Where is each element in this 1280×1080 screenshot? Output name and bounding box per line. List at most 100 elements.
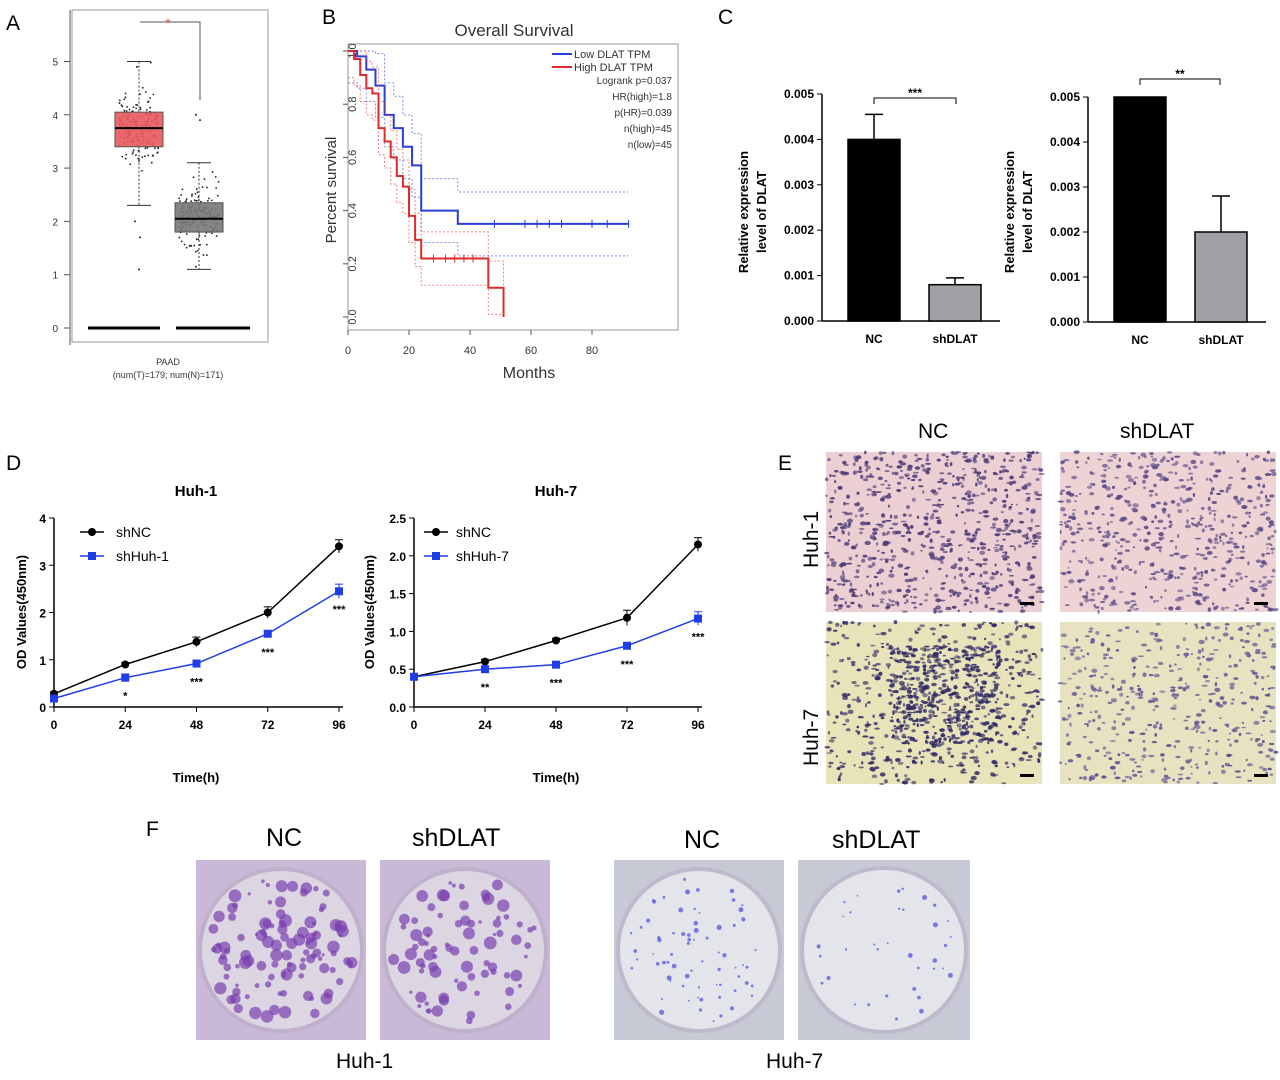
cell bbox=[905, 588, 911, 593]
cell bbox=[1168, 524, 1172, 529]
cell bbox=[979, 550, 986, 555]
cell bbox=[903, 486, 907, 490]
cell bbox=[983, 729, 988, 733]
data-point bbox=[198, 234, 201, 237]
outlier-point bbox=[195, 265, 197, 268]
data-point bbox=[150, 161, 153, 164]
cell bbox=[945, 465, 950, 467]
cell bbox=[999, 465, 1007, 468]
colony bbox=[286, 937, 298, 949]
cell bbox=[888, 598, 891, 602]
colony bbox=[917, 966, 920, 970]
colony bbox=[319, 963, 330, 974]
cell bbox=[940, 560, 944, 565]
cell bbox=[1265, 504, 1270, 506]
colony bbox=[712, 1020, 715, 1023]
colony bbox=[388, 954, 400, 965]
cell bbox=[1200, 506, 1205, 510]
cell bbox=[1270, 575, 1275, 578]
data-point bbox=[124, 96, 127, 99]
y-tick-label: 0.004 bbox=[784, 132, 814, 146]
cell bbox=[1035, 535, 1042, 540]
significance-star: *** bbox=[692, 632, 706, 644]
colony bbox=[264, 981, 272, 988]
cell bbox=[839, 574, 846, 580]
cell bbox=[1124, 540, 1131, 544]
colony bbox=[313, 885, 319, 892]
cell bbox=[884, 559, 889, 563]
cell bbox=[1097, 530, 1102, 534]
cell bbox=[1009, 574, 1014, 577]
cell bbox=[1115, 540, 1118, 543]
cell bbox=[1004, 523, 1009, 526]
colony bbox=[400, 923, 407, 930]
cell bbox=[1025, 507, 1029, 511]
cell bbox=[1143, 538, 1149, 543]
cell bbox=[1244, 535, 1248, 539]
colony bbox=[933, 903, 937, 907]
cell bbox=[951, 605, 957, 609]
cell bbox=[922, 576, 925, 580]
cell bbox=[974, 468, 977, 473]
cell bbox=[1259, 503, 1264, 508]
cell bbox=[1019, 458, 1023, 463]
cell bbox=[1144, 585, 1148, 589]
cell bbox=[927, 532, 932, 536]
y-tick-label: 0.6 bbox=[347, 150, 359, 165]
cell bbox=[1091, 592, 1095, 596]
cell bbox=[1185, 499, 1190, 503]
cell bbox=[1234, 579, 1239, 582]
cell bbox=[878, 523, 885, 528]
cell bbox=[980, 492, 986, 496]
cell bbox=[932, 607, 938, 610]
stat-logrank: Logrank p=0.037 bbox=[597, 76, 673, 87]
cell bbox=[963, 602, 967, 606]
cell bbox=[993, 546, 999, 549]
colony bbox=[321, 953, 325, 957]
c-left-sig: *** bbox=[908, 86, 922, 100]
cell bbox=[945, 461, 949, 466]
cell bbox=[867, 564, 873, 569]
cell bbox=[1261, 583, 1268, 587]
y-tick-label: 0.0 bbox=[389, 701, 406, 715]
y-tick-label: 0.000 bbox=[1050, 315, 1080, 329]
cell bbox=[1108, 578, 1114, 582]
cell bbox=[1027, 526, 1033, 530]
cell bbox=[1150, 455, 1154, 458]
cell bbox=[836, 583, 842, 586]
cell bbox=[877, 549, 880, 553]
cell bbox=[872, 485, 877, 489]
cell bbox=[1201, 528, 1205, 533]
cell bbox=[1089, 471, 1093, 474]
data-point bbox=[623, 613, 631, 622]
cell bbox=[1028, 584, 1035, 586]
cell bbox=[1132, 509, 1139, 513]
data-point bbox=[131, 110, 134, 113]
d-right-legend-sh: shHuh-7 bbox=[456, 548, 509, 564]
cell bbox=[941, 479, 944, 482]
cell bbox=[906, 505, 911, 510]
scale-bar bbox=[1020, 602, 1034, 605]
cell bbox=[1254, 476, 1261, 481]
colony bbox=[490, 968, 497, 975]
data-point bbox=[124, 92, 127, 95]
cell bbox=[1245, 601, 1250, 604]
cell bbox=[1179, 496, 1183, 502]
cell bbox=[829, 515, 833, 519]
cell bbox=[912, 588, 918, 591]
cell bbox=[824, 551, 830, 555]
cell bbox=[1100, 474, 1103, 477]
cell bbox=[1080, 539, 1084, 542]
colony bbox=[678, 907, 684, 913]
colony bbox=[226, 994, 236, 1005]
cell bbox=[966, 537, 971, 541]
colony bbox=[729, 888, 735, 894]
colony bbox=[731, 898, 736, 902]
cell bbox=[968, 574, 971, 578]
cell bbox=[1168, 606, 1174, 611]
cell bbox=[1213, 556, 1218, 558]
cell bbox=[1136, 528, 1141, 531]
colony bbox=[304, 916, 317, 929]
cell bbox=[893, 514, 899, 520]
colony bbox=[235, 963, 240, 969]
